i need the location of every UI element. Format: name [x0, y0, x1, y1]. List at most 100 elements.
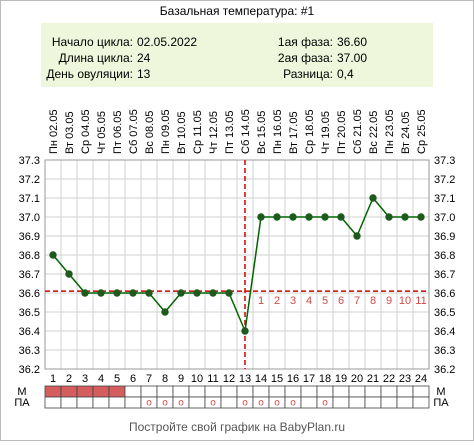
phase2-day-label: 2 — [274, 295, 280, 307]
temperature-point — [273, 213, 281, 221]
temperature-point — [289, 213, 297, 221]
pa-mark: o — [162, 398, 168, 409]
m-cell — [108, 385, 126, 398]
m-cell — [156, 385, 174, 398]
phase2-day-label: 10 — [399, 295, 411, 307]
pa-cell — [92, 396, 110, 409]
m-cell — [188, 385, 206, 398]
pa-cell — [108, 396, 126, 409]
pa-cell — [364, 396, 382, 409]
m-cell — [140, 385, 158, 398]
y-tick-right: 36.6 — [434, 288, 455, 300]
pa-mark: o — [290, 398, 296, 409]
guide-lines — [45, 160, 429, 369]
date-label: Сб 21.05 — [352, 109, 364, 154]
y-tick-right: 36.9 — [434, 231, 455, 243]
y-tick-labels: 36.2 36.2 36.3 36.3 36.4 36.4 36.5 36.5 36.6 36.6… — [19, 155, 456, 376]
temperature-point — [305, 213, 313, 221]
y-tick-left: 36.9 — [19, 231, 40, 243]
day-number: 2 — [66, 373, 72, 385]
y-tick-right: 37.1 — [434, 193, 455, 205]
day-number: 19 — [335, 373, 347, 385]
y-tick-right: 37.3 — [434, 155, 455, 167]
phase2-day-label: 5 — [322, 295, 328, 307]
date-label: Ср 18.05 — [304, 109, 316, 154]
pa-cell — [348, 396, 366, 409]
m-cell — [60, 385, 78, 398]
day-number: 14 — [255, 373, 267, 385]
y-tick-right: 36.7 — [434, 269, 455, 281]
pa-mark: o — [210, 398, 216, 409]
temperature-point — [369, 194, 377, 202]
m-cell — [76, 385, 94, 398]
y-tick-left: 36.2 — [19, 364, 40, 376]
y-tick-right: 36.8 — [434, 250, 455, 262]
temperature-point — [177, 289, 185, 297]
info-value: 02.05.2022 — [137, 35, 197, 49]
date-labels: Пн 02.05 Вт 03.05 Ср 04.05 Чт 05.05 Пт 06.05… — [48, 109, 428, 154]
phase2-day-label: 6 — [338, 295, 344, 307]
phase2-day-label: 9 — [386, 295, 392, 307]
temperature-point — [97, 289, 105, 297]
info-value: 0,4 — [337, 67, 354, 81]
y-tick-left: 37.0 — [19, 212, 40, 224]
day-number: 21 — [367, 373, 379, 385]
date-label: Ср 11.05 — [192, 110, 204, 154]
y-tick-left: 36.5 — [19, 307, 40, 319]
date-label: Ср 25.05 — [416, 109, 428, 154]
m-cell — [268, 385, 286, 398]
phase2-day-label: 11 — [415, 295, 426, 307]
day-number: 12 — [223, 373, 235, 385]
m-cell — [380, 385, 398, 398]
m-cell — [236, 385, 254, 398]
pa-cell — [44, 396, 62, 409]
pa-cell — [60, 396, 78, 409]
phase2-day-labels: 1 2 3 4 5 6 7 8 9 10 11 — [258, 295, 427, 307]
m-cell — [204, 385, 222, 398]
chart-title: Базальная температура: #1 — [160, 4, 315, 18]
day-number: 9 — [178, 373, 184, 385]
day-number: 23 — [399, 373, 411, 385]
day-number: 6 — [130, 373, 136, 385]
temperature-point — [385, 213, 393, 221]
pa-cell — [124, 396, 142, 409]
info-group: Начало цикла: 02.05.2022 Длина цикла: 24 Ден… — [46, 35, 367, 81]
temperature-point — [193, 289, 201, 297]
date-label: Вт 17.05 — [288, 111, 300, 154]
info-value: 13 — [137, 67, 151, 81]
pa-cell — [76, 396, 94, 409]
day-number: 7 — [146, 373, 152, 385]
m-cell — [92, 385, 110, 398]
temperature-point — [161, 308, 169, 316]
m-cell — [220, 385, 238, 398]
pa-cell — [188, 396, 206, 409]
date-label: Сб 07.05 — [128, 109, 140, 154]
phase2-day-label: 1 — [258, 295, 264, 307]
temperature-point — [417, 213, 425, 221]
temperature-point — [337, 213, 345, 221]
temperature-point — [113, 289, 121, 297]
row-label-pa-right: ПА — [433, 397, 449, 409]
temperature-point — [321, 213, 329, 221]
day-number: 24 — [415, 373, 427, 385]
m-cell — [364, 385, 382, 398]
date-label: Пт 20.05 — [336, 110, 348, 154]
temperature-point — [401, 213, 409, 221]
date-label: Чт 12.05 — [208, 111, 220, 154]
pa-cell — [300, 396, 318, 409]
y-tick-left: 37.3 — [19, 155, 40, 167]
day-number: 18 — [319, 373, 331, 385]
date-label: Сб 14.05 — [240, 109, 252, 154]
day-number: 16 — [287, 373, 299, 385]
date-label: Вт 24.05 — [400, 111, 412, 154]
pa-cell — [396, 396, 414, 409]
day-number: 20 — [351, 373, 363, 385]
day-number: 11 — [207, 373, 218, 385]
info-value: 36.60 — [337, 35, 367, 49]
m-cell — [300, 385, 318, 398]
date-label: Вт 10.05 — [176, 111, 188, 154]
m-cell — [396, 385, 414, 398]
pa-cell — [412, 396, 430, 409]
temperature-point — [65, 270, 73, 278]
